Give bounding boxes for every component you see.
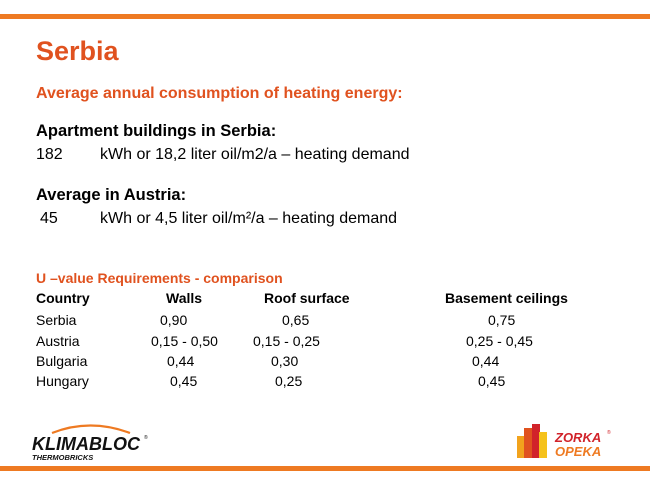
table-title: U –value Requirements - comparison bbox=[36, 270, 283, 286]
zorka-registered: ® bbox=[607, 429, 611, 436]
serbia-heading: Apartment buildings in Serbia: bbox=[36, 122, 277, 140]
table-cell: 0,45 bbox=[478, 373, 506, 389]
serbia-value: 182 bbox=[36, 146, 63, 163]
table-cell: 0,44 bbox=[167, 353, 195, 369]
page-subtitle: Average annual consumption of heating en… bbox=[36, 85, 403, 102]
opeka-wordmark: OPEKA bbox=[555, 444, 601, 459]
table-cell: 0,25 - 0,45 bbox=[466, 333, 533, 349]
zorka-opeka-logo: ZORKA ® OPEKA bbox=[517, 424, 611, 459]
header-country: Country bbox=[36, 290, 90, 306]
table-cell: Austria bbox=[36, 333, 80, 349]
zorka-wordmark: ZORKA bbox=[554, 430, 601, 445]
page-title: Serbia bbox=[36, 36, 119, 66]
table-cell: 0,30 bbox=[271, 353, 299, 369]
table-cell: 0,75 bbox=[488, 312, 516, 328]
table-cell: 0,44 bbox=[472, 353, 500, 369]
serbia-description: kWh or 18,2 liter oil/m2/a – heating dem… bbox=[100, 146, 410, 163]
table-cell: 0,15 - 0,25 bbox=[253, 333, 320, 349]
austria-description: kWh or 4,5 liter oil/m²/a – heating dema… bbox=[100, 210, 398, 227]
header-walls: Walls bbox=[166, 290, 203, 306]
austria-value: 45 bbox=[40, 210, 58, 227]
austria-heading: Average in Austria: bbox=[36, 186, 187, 204]
header-basement: Basement ceilings bbox=[445, 290, 568, 306]
bottom-accent-bar bbox=[0, 466, 650, 471]
klimabloc-logo: KLIMABLOC ® THERMOBRICKS bbox=[32, 424, 148, 462]
table-cell: 0,65 bbox=[282, 312, 310, 328]
table-cell: Serbia bbox=[36, 312, 77, 328]
table-cell: 0,45 bbox=[170, 373, 198, 389]
table-cell: 0,15 - 0,50 bbox=[151, 333, 218, 349]
klimabloc-wordmark: KLIMABLOC bbox=[32, 434, 141, 454]
table-cell: Hungary bbox=[36, 373, 89, 389]
klimabloc-registered: ® bbox=[144, 434, 148, 441]
table-cell: Bulgaria bbox=[36, 353, 88, 369]
header-roof: Roof surface bbox=[264, 290, 350, 306]
table-cell: 0,25 bbox=[275, 373, 303, 389]
klimabloc-tagline: THERMOBRICKS bbox=[32, 453, 93, 462]
table-cell: 0,90 bbox=[160, 312, 188, 328]
top-accent-bar bbox=[0, 14, 650, 19]
